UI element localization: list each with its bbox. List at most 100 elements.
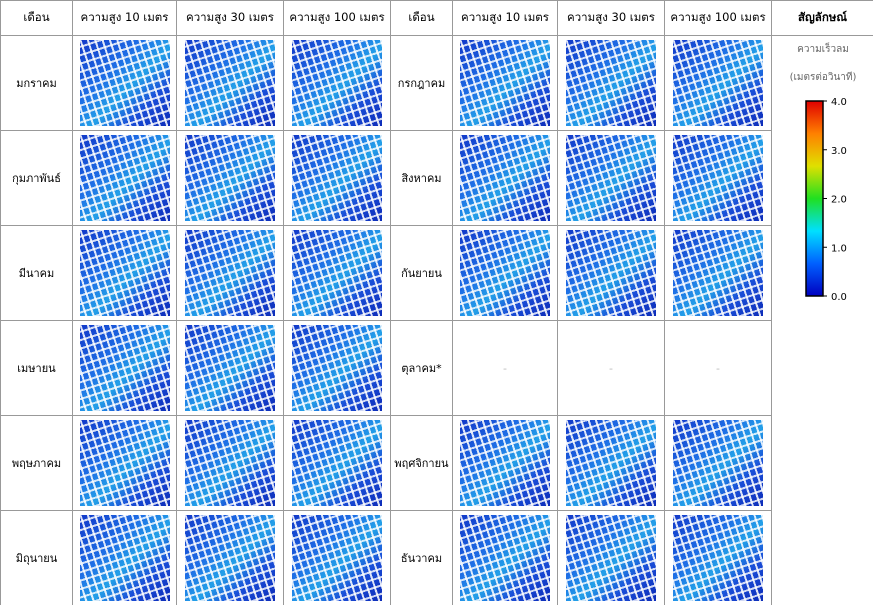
month-cell: มกราคม (0, 35, 73, 131)
empty-cell: - (557, 320, 665, 416)
map-cell (283, 415, 391, 511)
wind-map (566, 135, 656, 221)
wind-map (79, 40, 170, 126)
wind-map (566, 515, 656, 601)
wind-map (185, 325, 275, 411)
wind-map (566, 40, 656, 126)
table-row: มกราคม กรกฎาคม ความเร็วลม (เมตรต่อวินาที) 4.… (0, 35, 873, 605)
map-cell (176, 510, 284, 605)
header-cell: ความสูง 30 เมตร (176, 0, 284, 36)
wind-map (185, 420, 275, 506)
wind-map (185, 40, 275, 126)
map-cell (283, 320, 391, 416)
wind-map (79, 515, 170, 601)
month-cell: กุมภาพันธ์ (0, 130, 73, 226)
map-cell (557, 415, 665, 511)
colorbar-tick-label: 0.0 (831, 292, 847, 303)
map-cell (72, 320, 177, 416)
legend-cell: ความเร็วลม (เมตรต่อวินาที) 4.0 3.0 2.0 1.0 0.0 (771, 35, 873, 605)
map-cell (72, 510, 177, 605)
wind-map (460, 135, 550, 221)
table-row: กุมภาพันธ์ สิงหาคม (0, 130, 873, 226)
map-cell (557, 35, 665, 131)
colorbar-tick-label: 4.0 (831, 97, 847, 108)
colorbar-tick-label: 3.0 (831, 146, 847, 157)
wind-map (673, 40, 763, 126)
wind-map (292, 420, 382, 506)
table-row: เมษายน ตุลาคม* - - - (0, 320, 873, 416)
map-cell (452, 225, 558, 321)
map-cell (72, 35, 177, 131)
map-cell (664, 510, 772, 605)
wind-map (79, 135, 170, 221)
wind-map (673, 515, 763, 601)
legend-unit: (เมตรต่อวินาที) (789, 71, 856, 83)
header-cell: ความสูง 10 เมตร (452, 0, 558, 36)
map-cell (283, 130, 391, 226)
table-row: พฤษภาคม พฤศจิกายน (0, 415, 873, 511)
map-cell (72, 130, 177, 226)
month-cell: พฤศจิกายน (390, 415, 453, 511)
map-cell (557, 225, 665, 321)
wind-map (185, 230, 275, 316)
table-body: มกราคม กรกฎาคม ความเร็วลม (เมตรต่อวินาที) 4.… (0, 35, 873, 605)
legend-title: ความเร็วลม (797, 41, 849, 55)
empty-cell: - (452, 320, 558, 416)
wind-map (460, 40, 550, 126)
legend: ความเร็วลม (เมตรต่อวินาที) 4.0 3.0 2.0 1.0 0.0 (789, 41, 856, 303)
month-cell: กรกฎาคม (390, 35, 453, 131)
map-cell (176, 225, 284, 321)
map-cell (557, 130, 665, 226)
wind-map (79, 230, 170, 316)
wind-map (185, 135, 275, 221)
wind-map (79, 420, 170, 506)
map-cell (452, 510, 558, 605)
map-cell (176, 320, 284, 416)
header-cell: ความสูง 30 เมตร (557, 0, 665, 36)
month-cell: ธันวาคม (390, 510, 453, 605)
wind-map (460, 230, 550, 316)
month-cell: สิงหาคม (390, 130, 453, 226)
month-cell: เมษายน (0, 320, 73, 416)
month-cell: มิถุนายน (0, 510, 73, 605)
header-cell: ความสูง 100 เมตร (664, 0, 772, 36)
wind-map (292, 135, 382, 221)
wind-map (292, 325, 382, 411)
map-cell (452, 130, 558, 226)
month-cell: ตุลาคม* (390, 320, 453, 416)
wind-map (292, 515, 382, 601)
map-cell (176, 415, 284, 511)
map-cell (72, 225, 177, 321)
wind-map (292, 40, 382, 126)
header-row: เดือน ความสูง 10 เมตร ความสูง 30 เมตร ความส… (0, 0, 873, 36)
wind-map (673, 135, 763, 221)
wind-map (673, 420, 763, 506)
map-cell (664, 130, 772, 226)
wind-map (292, 230, 382, 316)
map-cell (283, 35, 391, 131)
table-row: มิถุนายน ธันวาคม (0, 510, 873, 605)
header-cell: ความสูง 100 เมตร (283, 0, 391, 36)
map-cell (283, 510, 391, 605)
map-cell (452, 415, 558, 511)
map-cell (176, 35, 284, 131)
wind-map (79, 325, 170, 411)
empty-cell: - (664, 320, 772, 416)
map-cell (283, 225, 391, 321)
colorbar-tick-label: 1.0 (831, 243, 847, 254)
header-cell: ความสูง 10 เมตร (72, 0, 177, 36)
header-cell: เดือน (390, 0, 453, 36)
colorbar (804, 100, 824, 297)
wind-map (566, 420, 656, 506)
wind-map (566, 230, 656, 316)
wind-map (185, 515, 275, 601)
wind-map (460, 515, 550, 601)
wind-map (460, 420, 550, 506)
wind-map (673, 230, 763, 316)
map-cell (557, 510, 665, 605)
map-cell (72, 415, 177, 511)
month-cell: พฤษภาคม (0, 415, 73, 511)
month-cell: กันยายน (390, 225, 453, 321)
